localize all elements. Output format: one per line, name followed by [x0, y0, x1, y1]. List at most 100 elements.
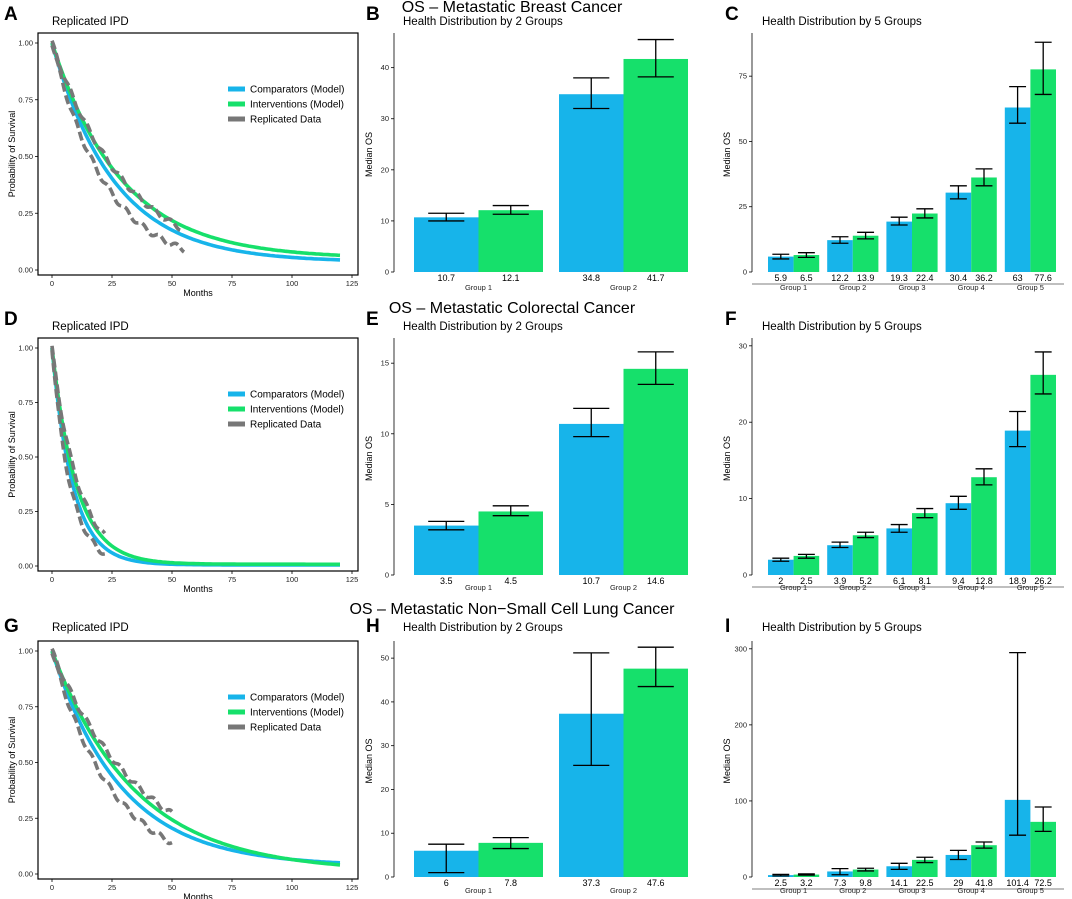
bar-category-label: Group 1 — [780, 886, 807, 895]
legend-label: Comparators (Model) — [250, 693, 344, 704]
bar-intervention — [971, 177, 997, 272]
bar-value-label: 5.9 — [775, 273, 788, 283]
bar-intervention — [912, 213, 938, 272]
km-title: Replicated IPD — [52, 16, 129, 28]
bar-ytick-label: 40 — [381, 697, 389, 706]
km-title: Replicated IPD — [52, 622, 129, 634]
bar-ytick-label: 0 — [385, 873, 389, 882]
km-xtick-label: 50 — [168, 883, 176, 892]
bar2-panel: E Health Distribution by 2 Groups 0 5 10 15 Me… — [364, 309, 688, 592]
km-panel: G Replicated IPD 0.00 0.25 0.50 0.75 1.00 0 25 50… — [4, 616, 359, 899]
bar-ytick-label: 75 — [739, 72, 747, 81]
bar-ytick-label: 20 — [381, 785, 389, 794]
km-ytick-label: 0.75 — [18, 398, 33, 407]
bar-ylabel: Median OS — [722, 132, 732, 177]
km-replicated-comparator — [50, 350, 106, 556]
bar-value-label: 2 — [778, 576, 783, 586]
bar-value-label: 9.8 — [859, 878, 872, 888]
km-xtick-label: 125 — [346, 279, 359, 288]
bar-intervention — [478, 511, 543, 575]
bar-value-label: 101.4 — [1006, 878, 1029, 888]
bar-value-label: 19.3 — [890, 273, 908, 283]
panel-label-km: A — [4, 4, 18, 25]
km-ylabel: Probability of Survival — [7, 111, 17, 198]
bar-intervention — [793, 255, 820, 272]
bar-ytick-label: 30 — [739, 341, 747, 350]
bar-ytick-label: 0 — [385, 571, 389, 580]
bar-title: Health Distribution by 2 Groups — [403, 321, 563, 333]
km-xtick-label: 25 — [108, 575, 116, 584]
bar-ylabel: Median OS — [364, 132, 374, 177]
bar-value-label: 13.9 — [857, 273, 875, 283]
km-xtick-label: 0 — [50, 883, 54, 892]
bar-comparator — [1004, 430, 1031, 575]
bar-category-label: Group 3 — [898, 886, 925, 895]
km-ylabel: Probability of Survival — [7, 411, 17, 498]
bar-intervention — [852, 535, 879, 575]
km-xtick-label: 75 — [228, 279, 236, 288]
km-ytick-label: 0.25 — [18, 507, 33, 516]
bar-category-label: Group 4 — [958, 583, 985, 592]
bar-value-label: 63 — [1013, 273, 1023, 283]
bar-value-label: 41.8 — [975, 878, 993, 888]
panel-label-km: D — [4, 309, 18, 330]
bar-ytick-label: 50 — [739, 137, 747, 146]
km-xtick-label: 100 — [286, 575, 299, 584]
km-xtick-label: 50 — [168, 279, 176, 288]
bar-intervention — [1030, 374, 1056, 575]
km-replicated-comparator — [50, 44, 186, 254]
km-intervention-curve — [50, 650, 341, 867]
bar-category-label: Group 1 — [465, 583, 492, 592]
bar-value-label: 14.1 — [890, 878, 908, 888]
km-xtick-label: 50 — [168, 575, 176, 584]
km-replicated-intervention — [50, 345, 107, 535]
bar-intervention — [971, 477, 997, 575]
km-comparator-curve — [50, 42, 341, 262]
bar5-panel: C Health Distribution by 5 Groups 0 25 50 75 M… — [722, 4, 1064, 292]
panel-label-bar: H — [366, 616, 380, 637]
bar2-panel: H Health Distribution by 2 Groups 0 10 20 30 4… — [364, 616, 688, 895]
bar-value-label: 30.4 — [950, 273, 968, 283]
bar-title: Health Distribution by 2 Groups — [403, 16, 563, 28]
bar-category-label: Group 5 — [1017, 886, 1044, 895]
bar-value-label: 7.8 — [504, 878, 517, 888]
km-replicated-intervention — [50, 40, 185, 233]
bar-category-label: Group 2 — [610, 886, 637, 895]
bar-value-label: 10.7 — [437, 273, 455, 283]
panel-label-bar: I — [725, 616, 730, 637]
bar-intervention — [971, 845, 997, 877]
bar-ylabel: Median OS — [364, 436, 374, 481]
bar-category-label: Group 1 — [465, 886, 492, 895]
bar-category-label: Group 1 — [465, 283, 492, 292]
bar-ytick-label: 0 — [743, 873, 747, 882]
bar-title: Health Distribution by 2 Groups — [403, 622, 563, 634]
bar-title: Health Distribution by 5 Groups — [762, 16, 922, 28]
bar-title: Health Distribution by 5 Groups — [762, 622, 922, 634]
bar-ytick-label: 25 — [739, 202, 747, 211]
bar-ytick-label: 15 — [381, 359, 389, 368]
km-xtick-label: 0 — [50, 575, 54, 584]
bar-comparator — [559, 423, 624, 575]
bar-intervention — [623, 368, 688, 575]
row-2: OS – Metastatic Colorectal Cancer D Replic… — [4, 300, 1064, 594]
km-replicated-comparator — [50, 652, 173, 846]
bar-intervention — [852, 869, 879, 877]
km-ytick-label: 1.00 — [18, 344, 33, 353]
bar-comparator — [945, 854, 972, 877]
legend-label: Interventions (Model) — [250, 405, 344, 416]
km-ytick-label: 0.75 — [18, 702, 33, 711]
bar-value-label: 3.5 — [440, 576, 453, 586]
legend-label: Replicated Data — [250, 723, 322, 734]
bar-value-label: 41.7 — [647, 273, 665, 283]
km-xlabel: Months — [183, 288, 213, 298]
bar-value-label: 12.8 — [975, 576, 993, 586]
bar-comparator — [886, 221, 912, 272]
bar-value-label: 9.4 — [952, 576, 965, 586]
km-xlabel: Months — [183, 584, 213, 594]
km-ytick-label: 0.75 — [18, 95, 33, 104]
km-ytick-label: 0.00 — [18, 562, 33, 571]
km-replicated-intervention — [50, 647, 174, 813]
bar-value-label: 22.4 — [916, 273, 934, 283]
km-intervention-curve — [50, 42, 341, 258]
